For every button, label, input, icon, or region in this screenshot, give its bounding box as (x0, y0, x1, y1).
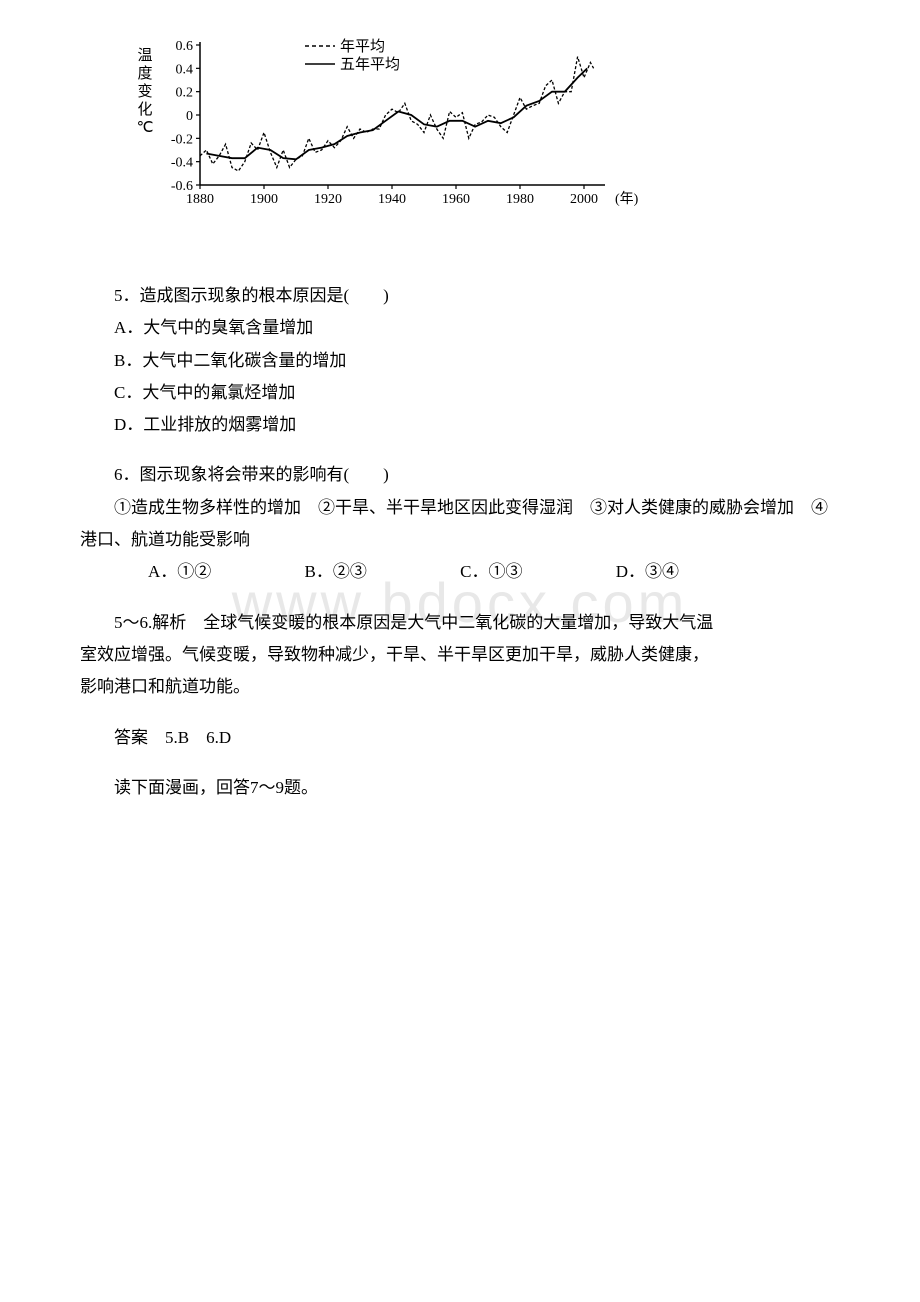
q6-option-b: B．②③ (271, 556, 367, 588)
svg-text:0.2: 0.2 (176, 86, 194, 101)
question-5: 5．造成图示现象的根本原因是( ) A．大气中的臭氧含量增加 B．大气中二氧化碳… (80, 280, 840, 441)
q6-description: ①造成生物多样性的增加 ②干旱、半干旱地区因此变得湿润 ③对人类健康的威胁会增加… (80, 492, 840, 557)
svg-text:度: 度 (137, 65, 152, 82)
next-intro-block: 读下面漫画，回答7～9题。 (80, 772, 840, 804)
svg-text:年平均: 年平均 (340, 38, 385, 55)
svg-text:-0.4: -0.4 (171, 156, 193, 171)
q5-option-b: B．大气中二氧化碳含量的增加 (80, 345, 840, 377)
q6-option-d: D．③④ (582, 556, 679, 588)
chart-svg: 0.60.40.20-0.2-0.4-0.6温度变化℃1880190019201… (130, 30, 640, 230)
svg-text:1900: 1900 (250, 192, 278, 207)
svg-text:化: 化 (137, 101, 152, 118)
q6-option-c: C．①③ (426, 556, 522, 588)
svg-text:1920: 1920 (314, 192, 342, 207)
answer-block: 答案 5.B 6.D (80, 722, 840, 754)
svg-text:0.6: 0.6 (176, 39, 194, 54)
q6-option-a: A．①② (114, 556, 211, 588)
question-6: 6．图示现象将会带来的影响有( ) ①造成生物多样性的增加 ②干旱、半干旱地区因… (80, 459, 840, 588)
svg-text:1940: 1940 (378, 192, 406, 207)
q5-stem: 5．造成图示现象的根本原因是( ) (80, 280, 840, 312)
answer-text: 答案 5.B 6.D (80, 722, 840, 754)
q5-option-d: D．工业排放的烟雾增加 (80, 409, 840, 441)
svg-text:五年平均: 五年平均 (340, 56, 400, 73)
svg-text:0.4: 0.4 (176, 62, 194, 77)
svg-text:1880: 1880 (186, 192, 214, 207)
page-content: 0.60.40.20-0.2-0.4-0.6温度变化℃1880190019201… (80, 30, 840, 804)
svg-text:1980: 1980 (506, 192, 534, 207)
svg-text:变: 变 (137, 83, 152, 100)
svg-text:℃: ℃ (137, 120, 154, 136)
analysis-line-1: 5～6.解析 全球气候变暖的根本原因是大气中二氧化碳的大量增加，导致大气温 (80, 607, 840, 639)
q6-stem: 6．图示现象将会带来的影响有( ) (80, 459, 840, 491)
svg-text:(年): (年) (615, 191, 639, 207)
svg-text:0: 0 (186, 109, 193, 124)
temperature-chart: 0.60.40.20-0.2-0.4-0.6温度变化℃1880190019201… (130, 30, 840, 235)
svg-text:2000: 2000 (570, 192, 598, 207)
next-intro-text: 读下面漫画，回答7～9题。 (80, 772, 840, 804)
svg-text:温: 温 (137, 47, 152, 64)
analysis-line-2: 室效应增强。气候变暖，导致物种减少，干旱、半干旱区更加干旱，威胁人类健康， (80, 639, 840, 671)
analysis-block: 5～6.解析 全球气候变暖的根本原因是大气中二氧化碳的大量增加，导致大气温 室效… (80, 607, 840, 704)
q6-options-row: A．①② B．②③ C．①③ D．③④ (80, 556, 840, 588)
svg-text:-0.2: -0.2 (171, 132, 193, 147)
analysis-line-3: 影响港口和航道功能。 (80, 671, 840, 703)
q5-option-a: A．大气中的臭氧含量增加 (80, 312, 840, 344)
q5-option-c: C．大气中的氟氯烃增加 (80, 377, 840, 409)
svg-text:1960: 1960 (442, 192, 470, 207)
